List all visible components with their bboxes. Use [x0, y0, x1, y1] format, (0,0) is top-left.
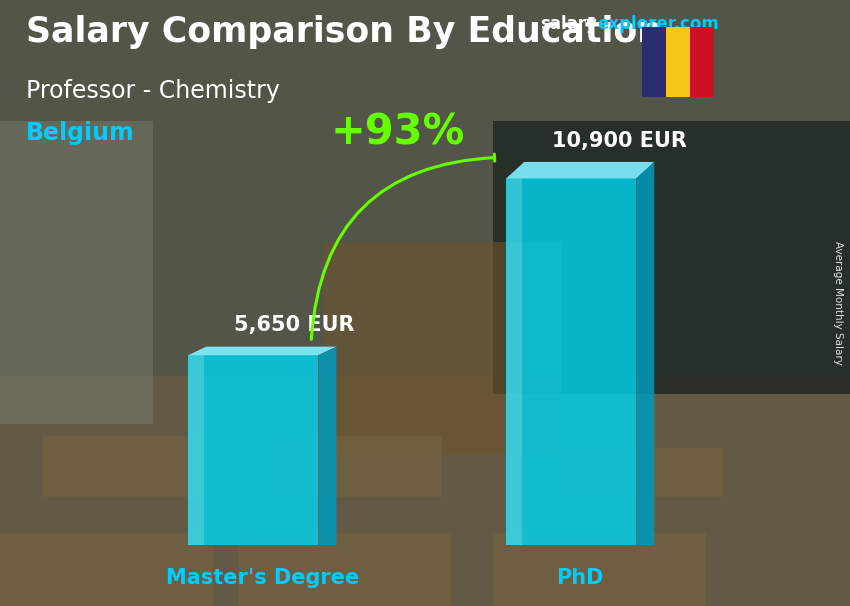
Polygon shape: [506, 178, 636, 545]
Text: Master's Degree: Master's Degree: [166, 568, 359, 588]
Bar: [0, 533, 212, 606]
Bar: [0, 121, 153, 424]
Bar: [0, 0, 850, 376]
Polygon shape: [636, 162, 654, 545]
Bar: [642, 27, 666, 97]
Text: 5,650 EUR: 5,650 EUR: [234, 315, 354, 335]
Text: 10,900 EUR: 10,900 EUR: [552, 130, 687, 150]
Polygon shape: [188, 347, 337, 355]
Text: explorer.com: explorer.com: [598, 15, 719, 33]
Text: Professor - Chemistry: Professor - Chemistry: [26, 79, 280, 103]
Text: PhD: PhD: [557, 568, 604, 588]
Bar: [552, 448, 722, 497]
Polygon shape: [506, 162, 654, 178]
Bar: [493, 533, 706, 606]
Text: Belgium: Belgium: [26, 121, 134, 145]
Polygon shape: [188, 355, 204, 545]
Polygon shape: [318, 347, 337, 545]
Bar: [493, 121, 850, 394]
Text: Average Monthly Salary: Average Monthly Salary: [833, 241, 843, 365]
Polygon shape: [506, 178, 522, 545]
Polygon shape: [188, 355, 318, 545]
Bar: [272, 436, 442, 497]
Bar: [238, 533, 450, 606]
Bar: [690, 27, 714, 97]
Bar: [0, 376, 850, 606]
Bar: [666, 27, 690, 97]
Text: Salary Comparison By Education: Salary Comparison By Education: [26, 15, 661, 49]
Text: +93%: +93%: [331, 112, 465, 154]
Bar: [42, 436, 212, 497]
Bar: [323, 242, 561, 454]
Text: salary: salary: [540, 15, 597, 33]
